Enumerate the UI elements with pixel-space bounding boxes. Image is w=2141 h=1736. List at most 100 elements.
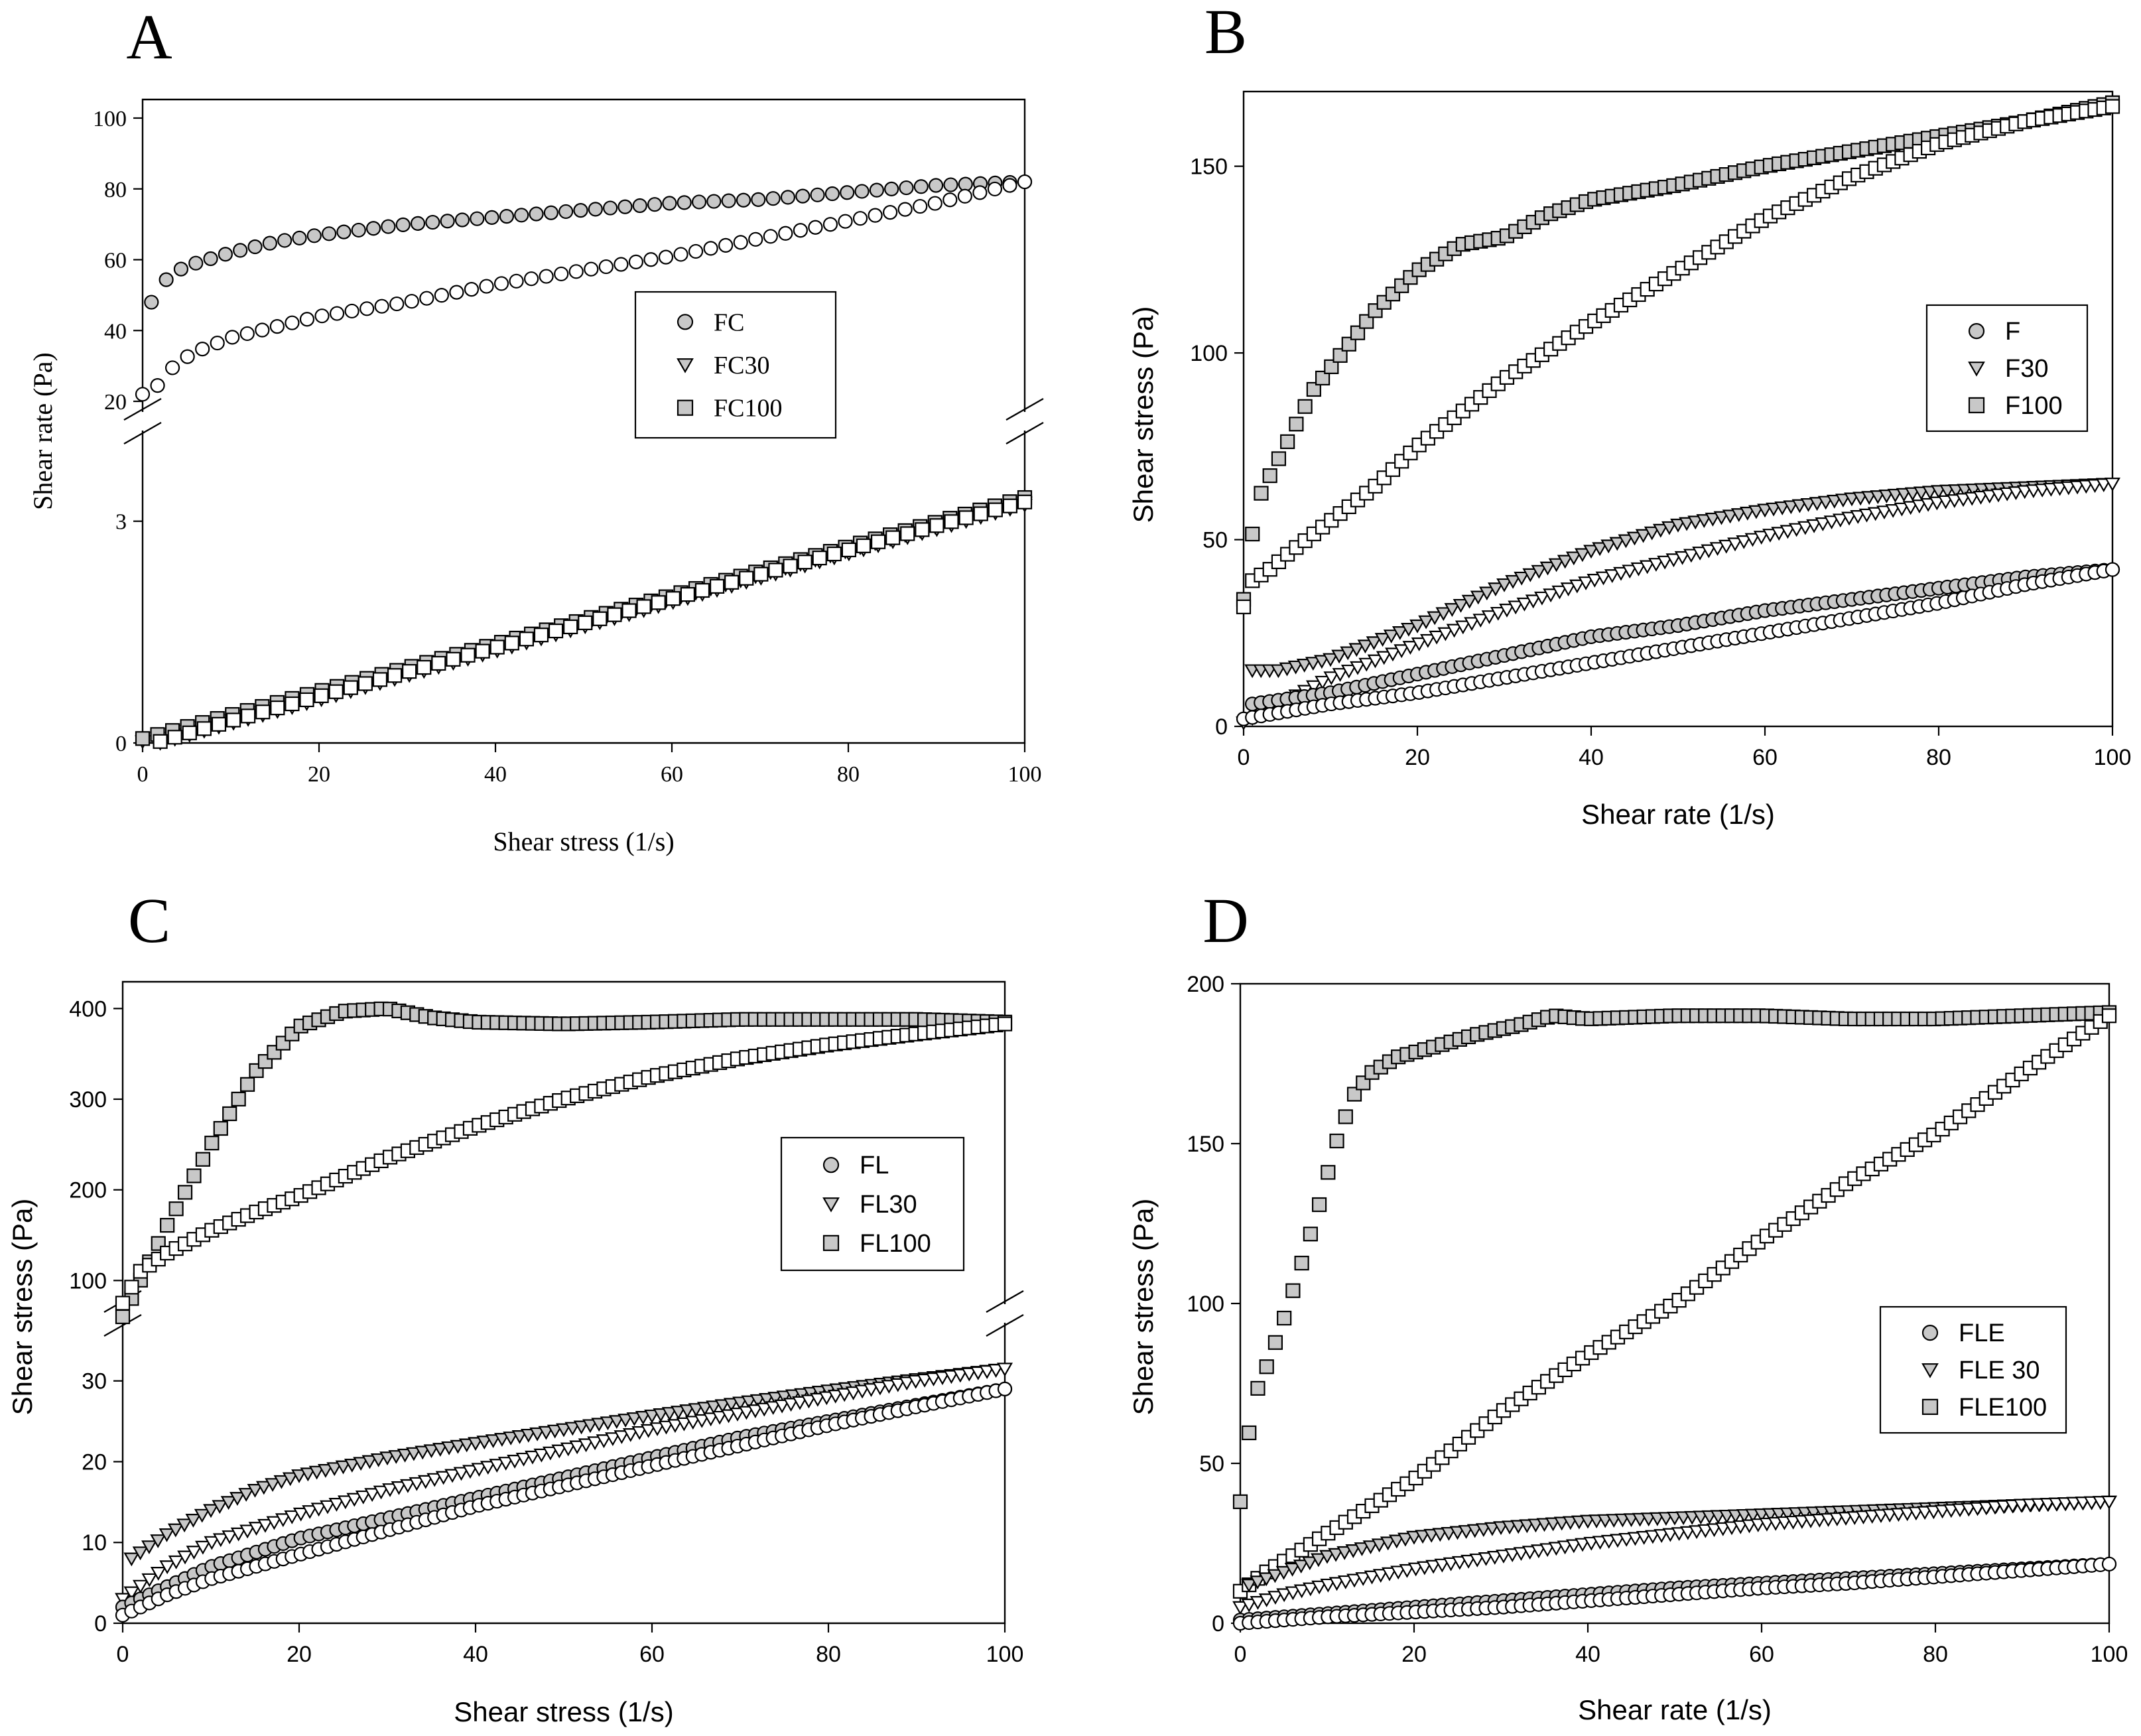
data-point bbox=[751, 192, 766, 207]
data-point bbox=[1490, 606, 1506, 621]
data-point bbox=[1832, 513, 1849, 528]
data-point bbox=[1809, 497, 1825, 511]
legend-marker bbox=[1968, 323, 1985, 340]
data-point bbox=[801, 1394, 817, 1409]
data-point bbox=[1652, 523, 1669, 538]
data-point bbox=[944, 514, 959, 529]
axis-break-mark-left bbox=[123, 397, 162, 421]
data-point bbox=[1937, 495, 1954, 509]
data-point bbox=[462, 1465, 478, 1479]
data-point bbox=[714, 1399, 731, 1414]
data-point bbox=[1359, 314, 1374, 329]
data-point bbox=[450, 1439, 466, 1454]
axis-break-mark-left bbox=[123, 421, 162, 445]
data-point bbox=[1626, 531, 1643, 546]
data-point bbox=[1665, 553, 1682, 568]
data-point bbox=[2101, 1495, 2117, 1510]
panel-letter: B bbox=[1204, 0, 1247, 67]
data-point bbox=[123, 1586, 140, 1601]
legend-marker bbox=[1968, 397, 1985, 413]
data-point bbox=[691, 194, 707, 210]
data-point bbox=[1609, 537, 1626, 551]
data-point bbox=[1600, 1534, 1617, 1549]
data-point bbox=[1525, 594, 1541, 609]
data-point bbox=[388, 1450, 405, 1464]
data-point bbox=[489, 1459, 505, 1473]
data-point bbox=[900, 526, 915, 541]
data-point bbox=[1803, 1514, 1819, 1528]
data-point bbox=[1372, 1569, 1389, 1583]
data-point bbox=[343, 680, 358, 695]
data-point bbox=[464, 281, 480, 297]
data-point bbox=[1823, 515, 1840, 530]
data-point bbox=[997, 1016, 1013, 1032]
data-point bbox=[379, 1451, 395, 1466]
data-point bbox=[1455, 620, 1471, 635]
x-tick-label: 80 bbox=[837, 762, 860, 787]
x-tick-label: 40 bbox=[1575, 1642, 1600, 1667]
data-point bbox=[186, 1546, 202, 1560]
data-point bbox=[1855, 1510, 1872, 1525]
data-point bbox=[1241, 1579, 1257, 1593]
data-point bbox=[306, 228, 322, 243]
data-point bbox=[640, 1424, 657, 1438]
data-point bbox=[671, 1406, 686, 1420]
data-point bbox=[1952, 1503, 1968, 1518]
data-point bbox=[2008, 486, 2024, 500]
data-point bbox=[1741, 1519, 1758, 1534]
data-point bbox=[795, 188, 811, 204]
data-point bbox=[1346, 1573, 1362, 1588]
data-point bbox=[1341, 336, 1356, 352]
data-point bbox=[218, 247, 233, 262]
data-point bbox=[1470, 590, 1486, 605]
data-point bbox=[869, 182, 884, 198]
data-point bbox=[1302, 1582, 1319, 1597]
data-point bbox=[1981, 490, 1998, 504]
data-point bbox=[1654, 1529, 1670, 1543]
data-point bbox=[1557, 1540, 1573, 1555]
data-point bbox=[1392, 626, 1408, 640]
data-point bbox=[177, 1550, 193, 1565]
data-point bbox=[1722, 509, 1738, 524]
data-point bbox=[973, 506, 988, 521]
data-point bbox=[1348, 643, 1365, 657]
data-point bbox=[1425, 1560, 1442, 1574]
y-tick-label: 50 bbox=[1199, 1451, 1224, 1477]
data-point bbox=[1358, 657, 1375, 672]
data-point bbox=[291, 1469, 307, 1483]
data-point bbox=[741, 1395, 757, 1410]
data-point bbox=[365, 221, 381, 236]
x-tick-label: 80 bbox=[1923, 1642, 1948, 1667]
data-point bbox=[822, 217, 838, 232]
data-point bbox=[1864, 1510, 1880, 1524]
data-point bbox=[863, 1383, 879, 1397]
y-tick-label: 300 bbox=[69, 1087, 107, 1112]
data-point bbox=[353, 1457, 369, 1471]
data-point bbox=[1744, 533, 1761, 547]
data-point bbox=[1531, 1544, 1547, 1559]
data-point bbox=[563, 619, 578, 635]
data-point bbox=[195, 342, 210, 357]
data-point bbox=[248, 1522, 265, 1536]
data-point bbox=[564, 1422, 581, 1436]
data-point bbox=[1242, 1425, 1257, 1441]
data-point bbox=[1785, 1515, 1801, 1530]
data-point bbox=[176, 1518, 192, 1533]
data-point bbox=[970, 1366, 986, 1380]
data-point bbox=[2105, 99, 2120, 114]
data-point bbox=[1443, 1557, 1459, 1571]
data-point bbox=[141, 1540, 157, 1555]
data-point bbox=[417, 1475, 434, 1489]
plot-frame-upper bbox=[141, 98, 1026, 412]
data-point bbox=[153, 734, 168, 749]
data-point bbox=[168, 1201, 184, 1217]
data-point bbox=[1315, 675, 1330, 690]
x-tick-label: 80 bbox=[816, 1642, 841, 1667]
y-tick-label: 10 bbox=[82, 1530, 107, 1556]
data-point bbox=[177, 1185, 193, 1200]
data-point bbox=[453, 1467, 470, 1481]
data-point bbox=[499, 208, 515, 224]
panel-c: C 0 20 40 60 80 100 100 200 300 400 0 10 20 30 Shear st… bbox=[7, 885, 1024, 1727]
data-point bbox=[180, 349, 195, 364]
data-point bbox=[703, 241, 718, 256]
